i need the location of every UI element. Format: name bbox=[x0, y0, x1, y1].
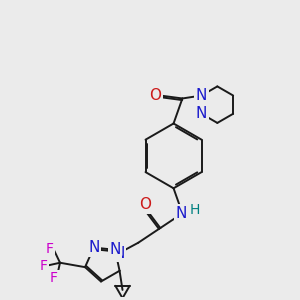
Text: N: N bbox=[175, 206, 187, 221]
Text: F: F bbox=[50, 271, 58, 285]
Text: H: H bbox=[190, 203, 200, 217]
Text: N: N bbox=[196, 106, 207, 121]
Text: O: O bbox=[149, 88, 161, 103]
Text: N: N bbox=[88, 240, 99, 255]
Text: N: N bbox=[196, 88, 207, 103]
Text: O: O bbox=[140, 197, 152, 212]
Text: N: N bbox=[113, 246, 125, 261]
Text: F: F bbox=[40, 259, 48, 273]
Text: N: N bbox=[110, 242, 121, 257]
Text: F: F bbox=[46, 242, 54, 256]
